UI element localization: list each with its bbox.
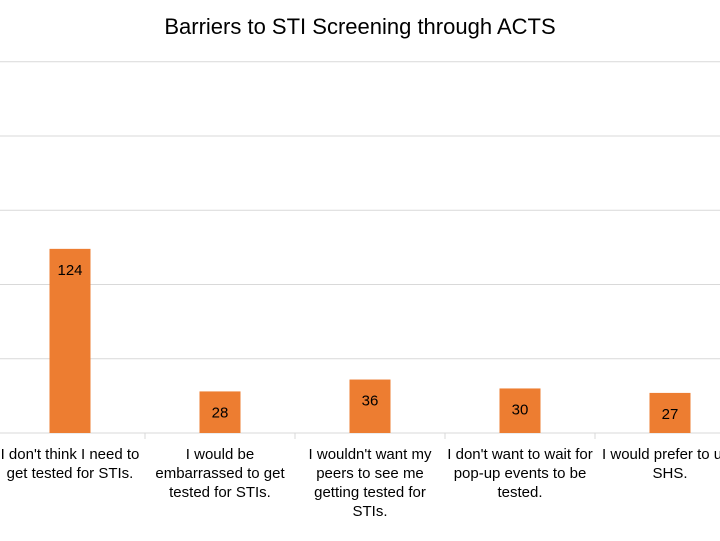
chart-title: Barriers to STI Screening through ACTS	[164, 14, 556, 39]
x-tick-label: I don't think I need to get tested for S…	[0, 446, 140, 482]
bar	[49, 248, 91, 433]
bar-data-label: 124	[57, 262, 82, 279]
x-tick-label: I wouldn't want my peers to see me getti…	[308, 446, 432, 520]
x-tick-label: I don't want to wait for pop-up events t…	[447, 446, 593, 501]
bar	[349, 379, 391, 433]
bar	[199, 391, 241, 433]
bar-data-label: 30	[512, 401, 529, 418]
bar-data-label: 36	[362, 393, 379, 410]
bar-data-label: 28	[212, 404, 229, 421]
bar	[649, 392, 691, 433]
bar	[499, 388, 541, 433]
x-tick-label: I would prefer to use SHS.	[602, 446, 720, 482]
bar-data-label: 27	[662, 406, 679, 423]
x-tick-label: I would be embarrassed to get tested for…	[155, 446, 285, 501]
